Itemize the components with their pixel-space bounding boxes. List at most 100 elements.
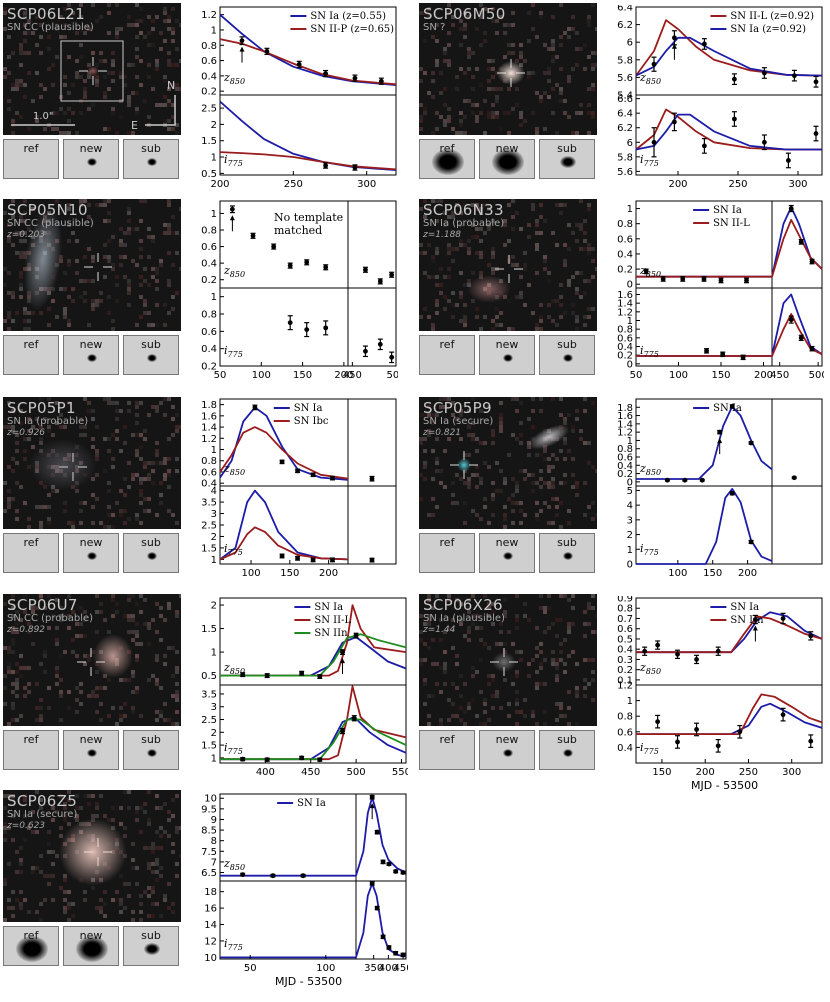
x-tick-label: 200	[668, 179, 687, 190]
legend-label: SN Ia	[297, 798, 326, 809]
series-line-sn-ii-l	[636, 313, 823, 357]
legend-entry: SN II-P (z=0.65)	[290, 24, 394, 35]
legend-entry: SN Ia (z=0.55)	[290, 11, 386, 22]
y-tick-label: 2	[211, 532, 217, 543]
sn-name: SCP06N33	[423, 201, 504, 219]
data-point	[270, 873, 276, 879]
y-tick-label: 1.4	[617, 419, 633, 430]
data-point	[729, 404, 735, 409]
thumb-source	[87, 158, 97, 166]
y-tick-label: 2	[627, 530, 633, 541]
band-label: i775	[640, 153, 659, 168]
y-tick-label: 0.4	[617, 461, 633, 472]
sn-classification: SN Ia (secure)	[7, 809, 78, 820]
y-tick-label: 1.5	[201, 136, 217, 147]
data-point	[393, 869, 399, 874]
data-point	[701, 38, 707, 50]
data-point	[809, 258, 815, 265]
thumb-label: ref	[439, 142, 455, 155]
data-point	[788, 204, 794, 213]
y-tick-label: 1.2	[617, 428, 633, 439]
y-tick-label: 6	[627, 38, 633, 49]
y-tick-label: 10	[204, 794, 217, 805]
data-point	[362, 345, 368, 358]
thumbnail-row: ref new sub	[3, 139, 179, 179]
data-point	[386, 861, 392, 867]
data-point	[299, 755, 305, 761]
legend-entry: SN II-L (z=0.92)	[710, 11, 814, 22]
thumbnail-row: ref new sub	[3, 926, 179, 966]
z850-subplot: 0.40.60.811.21.41.61.8 z850	[201, 398, 397, 490]
sn-redshift: z=0.821	[423, 428, 462, 438]
y-tick-label: 0	[627, 359, 633, 370]
thumb-ref: ref	[3, 533, 59, 573]
x-tick-label: 50	[244, 963, 257, 974]
data-point	[715, 646, 721, 656]
y-tick-label: 2.5	[201, 104, 217, 115]
legend-entry: SN Ia	[693, 205, 742, 216]
band-label: i775	[224, 937, 243, 952]
i775-subplot: 11.5 2 2.5 3 3.5 i775	[201, 684, 407, 764]
y-tick-label: 5.6	[617, 167, 633, 178]
y-tick-label: 5.4	[617, 91, 633, 102]
light-curve-plot: 0 0.2 0.4 0.6 0.8 1 1.2 1.4 1.6 1.8 z850 0 1 2 3 4 5 i775…	[604, 397, 824, 582]
thumb-source	[503, 552, 513, 560]
light-curve-plot: 0.2 0.4 0.6 0.8 1 z850 0.2 0.4 0.6 0.8 1 i775 50 100 1…	[188, 199, 398, 384]
postage-stamp-image: SCP05P1 SN Ia (probable) z=0.926	[3, 397, 181, 529]
i775-subplot: 0 1 2 3 4 5 i775	[627, 485, 823, 571]
y-tick-label: 0.8	[617, 219, 633, 230]
thumbnail-row: ref new sub	[419, 139, 595, 179]
thumb-sub: sub	[539, 139, 595, 179]
y-tick-label: 0.4	[617, 342, 633, 353]
series-line-sn-ia	[636, 702, 823, 735]
y-tick-label: 1.8	[201, 400, 217, 411]
y-tick-label: 0.3	[617, 655, 633, 666]
data-point	[339, 727, 345, 735]
light-curve-plot: 6.5 7 7.5 8 8.5 9 9.5 10 z850 10 12 14 16 18 i775 50 100…	[188, 792, 408, 993]
sn-redshift: z=1.44	[423, 625, 456, 635]
y-tick-label: 0.2	[201, 362, 217, 373]
data-point	[369, 794, 375, 800]
y-tick-label: 6.4	[617, 109, 633, 120]
thumb-new: new	[63, 335, 119, 375]
data-point	[279, 553, 285, 559]
y-tick-label: 7	[211, 857, 217, 868]
x-tick-label: 250	[739, 767, 758, 778]
thumb-label: new	[495, 142, 519, 155]
data-point	[809, 345, 815, 352]
x-tick-label: 400	[256, 767, 275, 778]
light-curve-plot: 5.4 5.6 5.8 6 6.2 6.4 z850 5.6 5.8 6 6.2 6.4 6.6 i775…	[604, 5, 824, 193]
y-tick-label: 0.2	[617, 351, 633, 362]
stamp-noise	[3, 397, 181, 529]
thumb-ref: ref	[3, 335, 59, 375]
x-tick-label: 200	[319, 568, 338, 579]
y-tick-label: 0.4	[617, 645, 633, 656]
y-tick-label: 0.6	[617, 234, 633, 245]
legend-label: SN II-L	[314, 615, 351, 626]
data-point	[380, 859, 386, 865]
data-point	[299, 670, 305, 676]
data-point	[731, 73, 737, 86]
y-tick-label: 6.6	[617, 94, 633, 105]
light-curve-svg: 0.2 0.4 0.6 0.8 1 z850 0.2 0.4 0.6 0.8 1 i775 50 100 1…	[201, 200, 398, 381]
sn-classification: SN Ia (probable)	[7, 416, 89, 427]
series-line-sn-ia	[635, 113, 822, 151]
thumb-ref: ref	[419, 533, 475, 573]
y-tick-label: 0	[627, 280, 633, 291]
y-tick-label: 0.4	[201, 344, 217, 355]
data-point	[304, 259, 310, 266]
band-label: z850	[639, 71, 661, 86]
y-tick-label: 10	[204, 953, 217, 964]
stamp-noise	[3, 3, 181, 135]
data-point	[655, 714, 661, 729]
y-tick-label: 0.4	[201, 479, 217, 490]
sn-name: SCP05N10	[7, 201, 88, 219]
i775-subplot: 5.6 5.8 6 6.2 6.4 6.6 i775	[617, 94, 823, 178]
thumb-source	[87, 749, 97, 757]
sn-classification: SN Ia (plausible)	[423, 613, 505, 624]
thumb-label: ref	[23, 142, 39, 155]
x-tick-label: 250	[284, 179, 303, 190]
y-tick-label: 3	[211, 509, 217, 520]
y-tick-label: 5.8	[617, 152, 633, 163]
max-arrow-head	[752, 625, 758, 631]
